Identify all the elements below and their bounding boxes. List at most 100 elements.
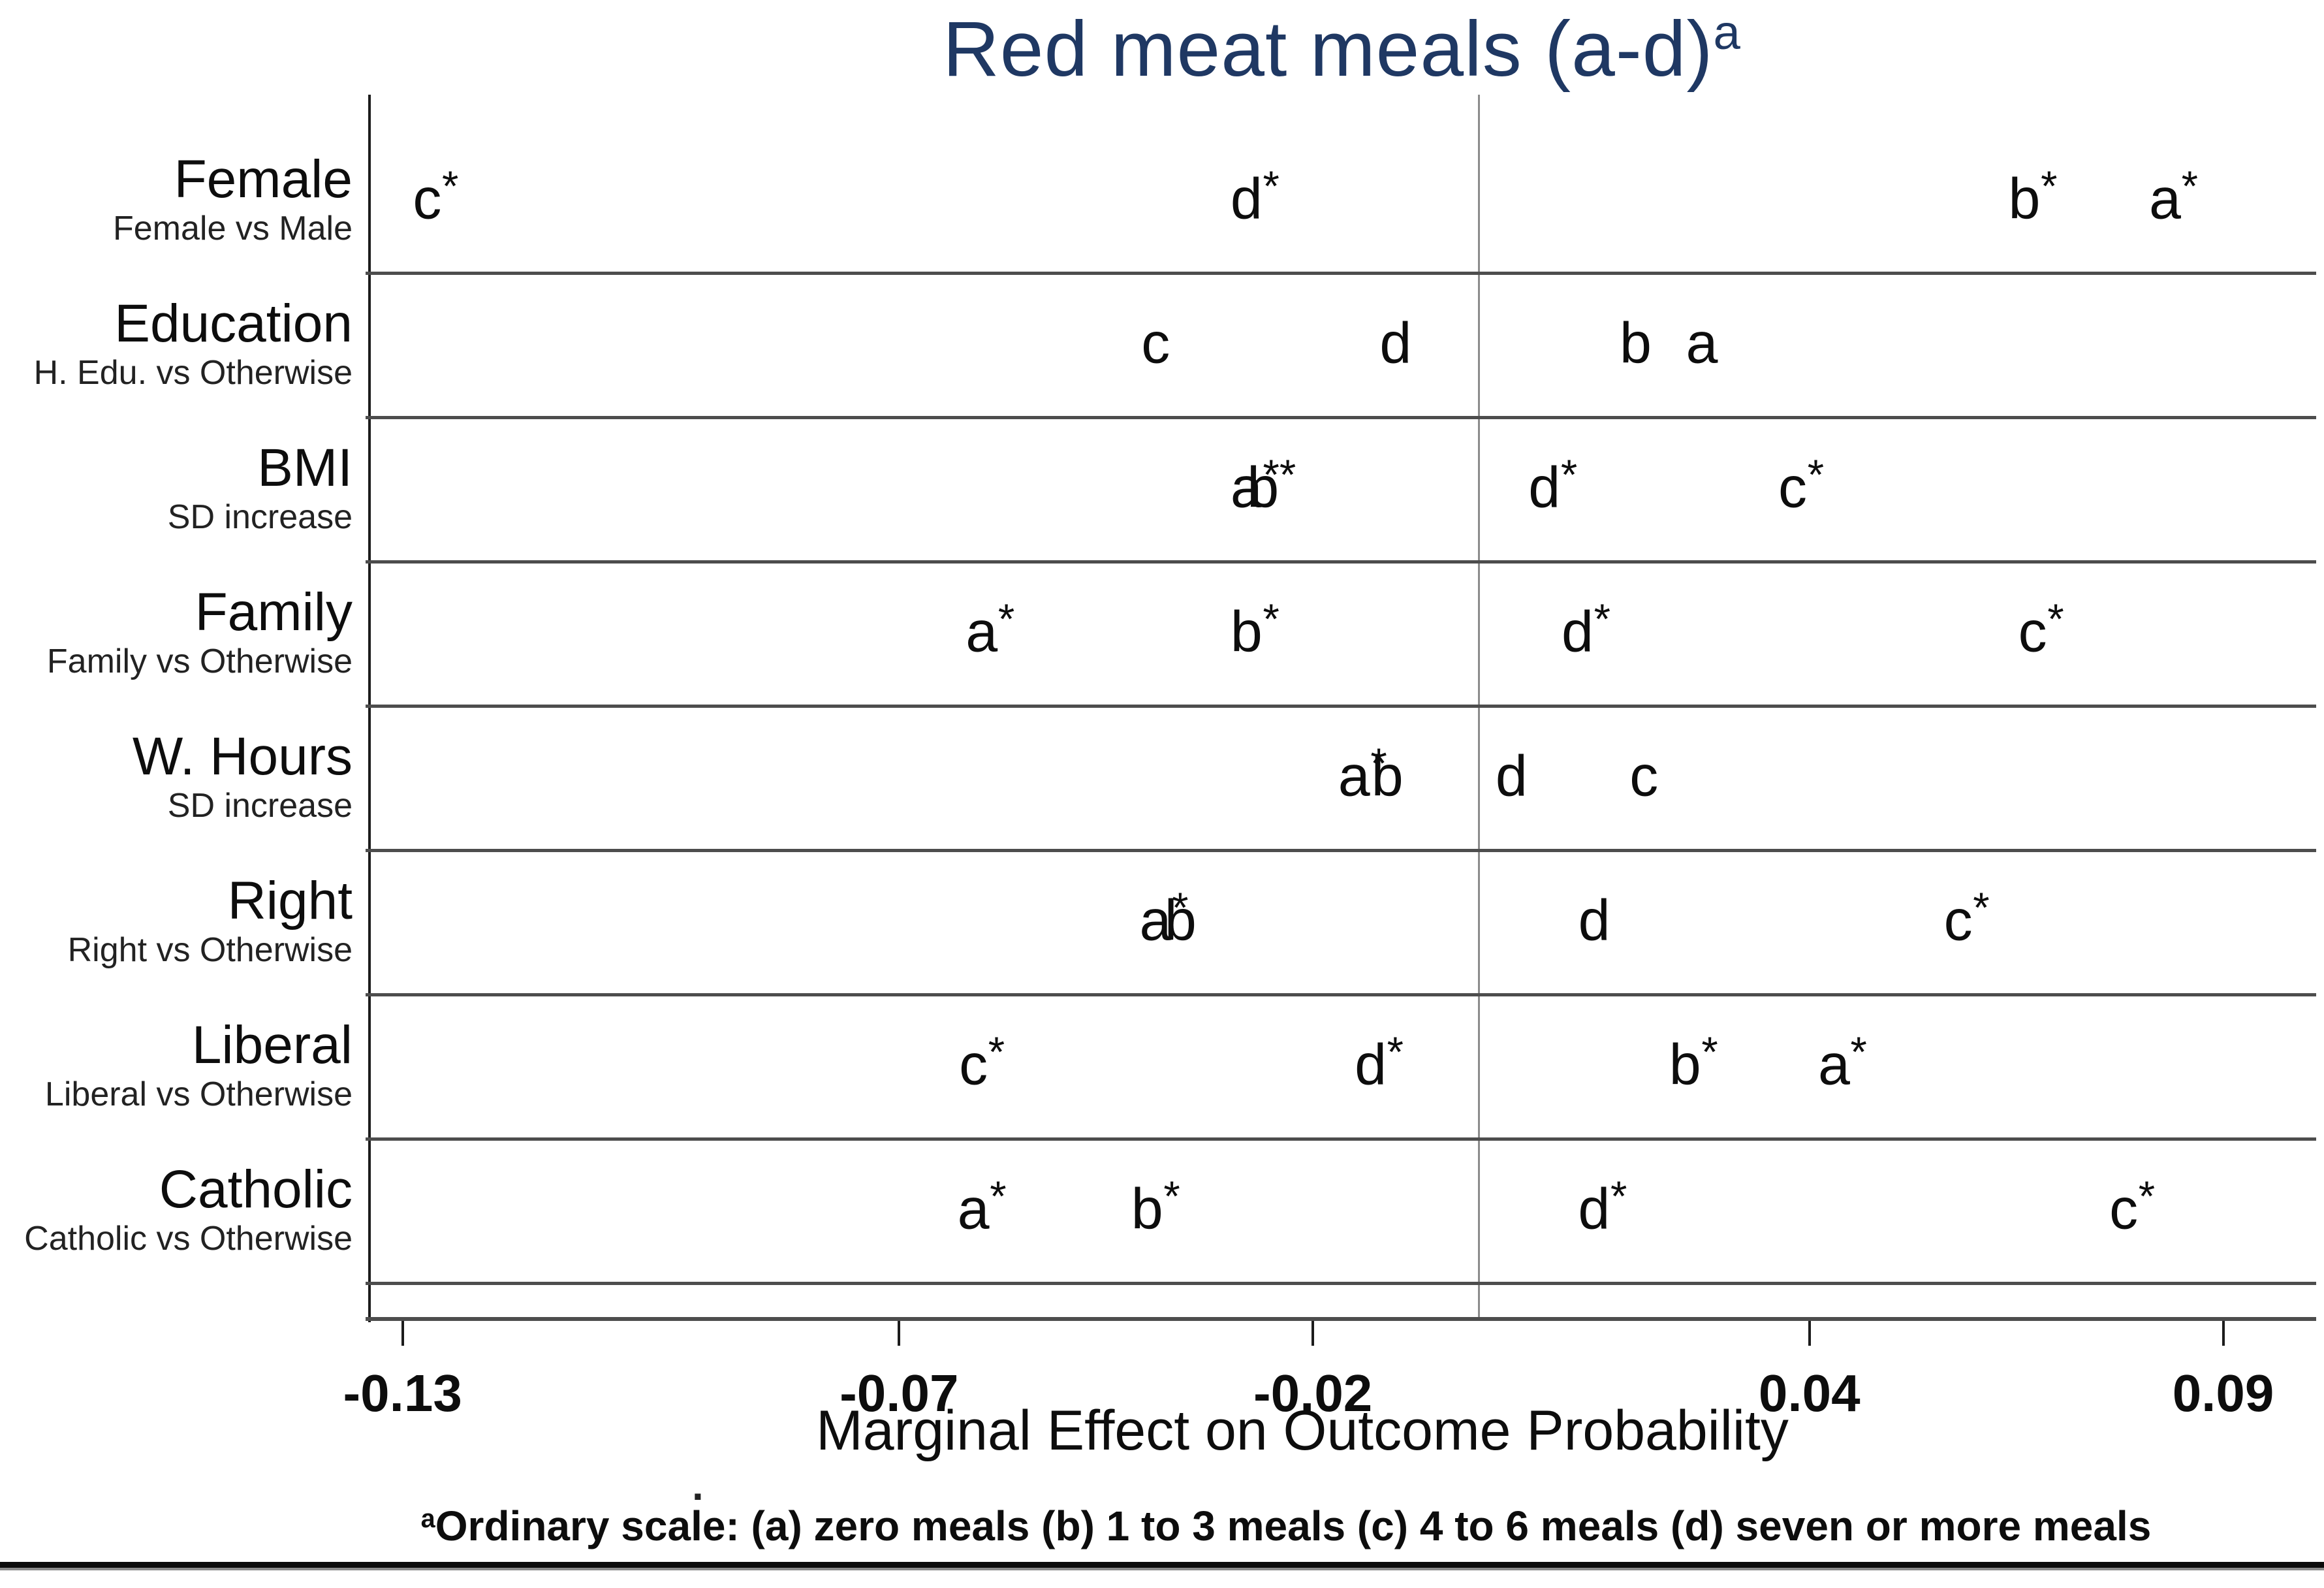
marker-letter: a	[2149, 165, 2181, 230]
row-label-bmi: BMI SD increase	[0, 417, 353, 562]
x-axis-title: Marginal Effect on Outcome Probability	[816, 1399, 1789, 1462]
marker-letter: d	[1578, 1175, 1610, 1241]
x-tick-mark	[401, 1321, 404, 1346]
marker-letter: b	[1247, 454, 1280, 519]
marker-letter: d	[1379, 310, 1412, 375]
marker-w-hours-c: c	[1629, 746, 1658, 804]
marker-w-hours-b: b	[1372, 746, 1404, 804]
row-separator	[366, 849, 2316, 852]
marker-letter: b	[1131, 1175, 1163, 1241]
significance-star: *	[2041, 162, 2058, 210]
marker-family-d: d*	[1562, 598, 1610, 660]
x-tick-label: -0.07	[840, 1364, 959, 1422]
row-separator	[366, 705, 2316, 708]
significance-star: *	[997, 595, 1015, 643]
marker-letter: b	[1371, 742, 1404, 808]
significance-star: *	[2047, 595, 2064, 643]
marker-catholic-b: b*	[1131, 1175, 1180, 1237]
footnote: aOrdinary scale: (a) zero meals (b) 1 to…	[248, 1502, 2324, 1550]
marker-letter: c	[1141, 310, 1170, 375]
chart-title: Red meat meals (a-d)a	[369, 4, 2314, 94]
marker-catholic-c: c*	[2109, 1175, 2155, 1237]
marker-letter: b	[1230, 598, 1263, 663]
x-tick-mark	[1311, 1321, 1315, 1346]
marker-bmi-c: c*	[1778, 454, 1824, 516]
marker-female-d: d*	[1231, 165, 1280, 227]
marker-right-a: a*	[1139, 887, 1188, 949]
marker-liberal-d: d*	[1355, 1031, 1404, 1093]
row-label-female: Female Female vs Male	[0, 129, 353, 273]
marker-female-b: b*	[2009, 165, 2058, 227]
marker-letter: a	[1139, 887, 1172, 952]
significance-star: *	[1850, 1028, 1867, 1076]
marker-family-c: c*	[2018, 598, 2064, 660]
marker-letter: d	[1578, 887, 1610, 952]
row-label-main: BMI	[257, 437, 353, 498]
y-axis-line	[368, 95, 371, 1322]
marker-letter: c	[2109, 1175, 2139, 1241]
marker-letter: c	[413, 165, 442, 230]
significance-star: *	[990, 1172, 1007, 1220]
marker-letter: c	[2018, 598, 2047, 663]
marker-letter: b	[2008, 165, 2041, 230]
marker-letter: a	[1686, 310, 1718, 375]
x-tick-mark	[898, 1321, 901, 1346]
marker-letter: d	[1495, 742, 1528, 808]
x-axis-line	[366, 1317, 2316, 1321]
marker-w-hours-d: d	[1496, 746, 1528, 804]
row-label-right: Right Right vs Otherwise	[0, 850, 353, 994]
marker-education-a: a	[1686, 313, 1718, 372]
row-separator	[366, 993, 2316, 996]
marker-education-c: c	[1141, 313, 1170, 372]
marker-bmi-a: a*	[1231, 454, 1280, 516]
row-label-main: Right	[227, 870, 353, 930]
significance-star: *	[1594, 595, 1610, 643]
marker-family-b: b*	[1231, 598, 1280, 660]
marker-bmi-b: b*	[1247, 454, 1296, 516]
marker-education-b: b	[1620, 313, 1652, 372]
x-tick-mark	[2222, 1321, 2225, 1346]
marker-letter: d	[1561, 598, 1594, 663]
significance-star: *	[1701, 1028, 1718, 1076]
significance-star: *	[1560, 451, 1578, 499]
marker-letter: c	[1943, 887, 1973, 952]
significance-star: *	[442, 162, 459, 210]
marker-right-b: b	[1165, 891, 1197, 949]
marker-letter: c	[959, 1031, 988, 1096]
row-label-w-hours: W. Hours SD increase	[0, 706, 353, 850]
significance-star: *	[2138, 1172, 2156, 1220]
footnote-text: Ordinary scale: (a) zero meals (b) 1 to …	[435, 1502, 2152, 1549]
row-label-liberal: Liberal Liberal vs Otherwise	[0, 994, 353, 1139]
row-label-sub: SD increase	[167, 787, 353, 825]
marker-w-hours-a: a*	[1338, 742, 1387, 804]
marker-letter: d	[1355, 1031, 1387, 1096]
marker-letter: a	[966, 598, 998, 663]
chart-title-text: Red meat meals (a-d)	[943, 5, 1714, 93]
marker-right-c: c*	[1944, 887, 1990, 949]
significance-star: *	[1279, 451, 1296, 499]
marker-letter: a	[1817, 1031, 1850, 1096]
marker-liberal-a: a*	[1818, 1031, 1867, 1093]
marker-female-c: c*	[413, 165, 458, 227]
significance-star: *	[1263, 595, 1280, 643]
row-label-sub: Liberal vs Otherwise	[44, 1075, 353, 1114]
row-separator	[366, 416, 2316, 419]
x-tick-label: 0.04	[1758, 1364, 1861, 1422]
row-separator	[366, 560, 2316, 564]
marker-letter: c	[1629, 742, 1659, 808]
row-label-sub: H. Edu. vs Otherwise	[33, 354, 353, 392]
row-separator	[366, 272, 2316, 275]
chart-title-superscript: a	[1713, 5, 1741, 60]
x-tick-label: 0.09	[2172, 1364, 2274, 1422]
row-label-main: Education	[114, 293, 353, 353]
marker-letter: b	[1620, 310, 1652, 375]
significance-star: *	[1387, 1028, 1404, 1076]
marker-letter: b	[1164, 887, 1197, 952]
marker-catholic-d: d*	[1578, 1175, 1627, 1237]
row-label-sub: Catholic vs Otherwise	[24, 1220, 353, 1258]
marker-family-a: a*	[966, 598, 1014, 660]
row-label-sub: Female vs Male	[113, 210, 353, 248]
marker-letter: a	[1338, 742, 1370, 808]
marker-female-a: a*	[2149, 165, 2198, 227]
